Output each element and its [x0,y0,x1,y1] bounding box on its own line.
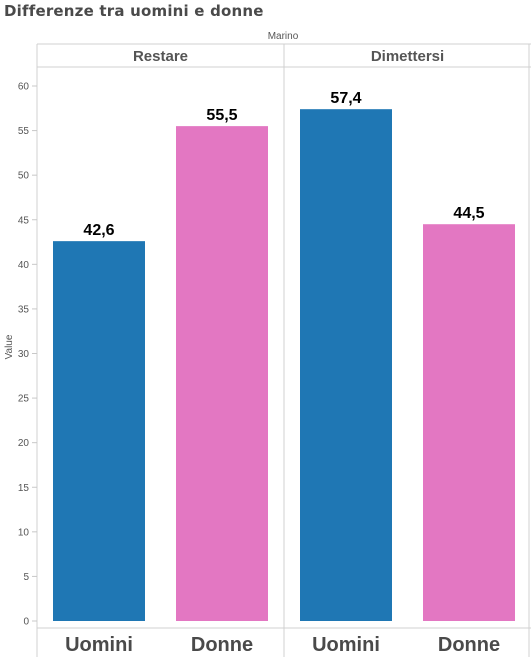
data-label: 55,5 [206,107,237,124]
x-category-label: Donne [438,634,500,656]
panels: Restare 42,6 Uomini 55,5 Donne Dimettersi 57,4… [53,48,515,656]
y-tick-label: 15 [18,483,30,494]
data-label: 44,5 [453,205,484,222]
data-label: 57,4 [330,90,361,107]
y-tick-label: 5 [23,572,29,583]
y-tick-label: 0 [23,617,29,628]
y-tick-label: 20 [18,438,30,449]
bar-restare-donne [176,126,268,621]
panel-header-restare: Restare [133,48,188,65]
y-tick-label: 40 [18,260,30,271]
y-axis-label: Value [4,334,15,359]
y-tick-label: 60 [18,82,30,93]
y-tick-label: 30 [18,349,30,360]
panel-header-dimettersi: Dimettersi [371,48,444,65]
bar-dimettersi-uomini [300,109,392,621]
y-tick-label: 50 [18,171,30,182]
y-axis-ticks: 0 5 10 15 20 25 30 35 40 45 50 55 60 [18,82,37,628]
x-category-label: Uomini [65,634,133,656]
y-tick-label: 10 [18,527,30,538]
bar-dimettersi-donne [423,224,515,622]
y-tick-label: 55 [18,126,30,137]
y-tick-label: 35 [18,304,30,315]
x-category-label: Donne [191,634,253,656]
data-label: 42,6 [83,222,114,239]
y-tick-label: 45 [18,215,30,226]
bar-restare-uomini [53,241,145,621]
x-category-label: Uomini [312,634,380,656]
column-header-marino: Marino [268,31,299,42]
chart-title: Differenze tra uomini e donne [4,2,264,20]
y-tick-label: 25 [18,394,30,405]
